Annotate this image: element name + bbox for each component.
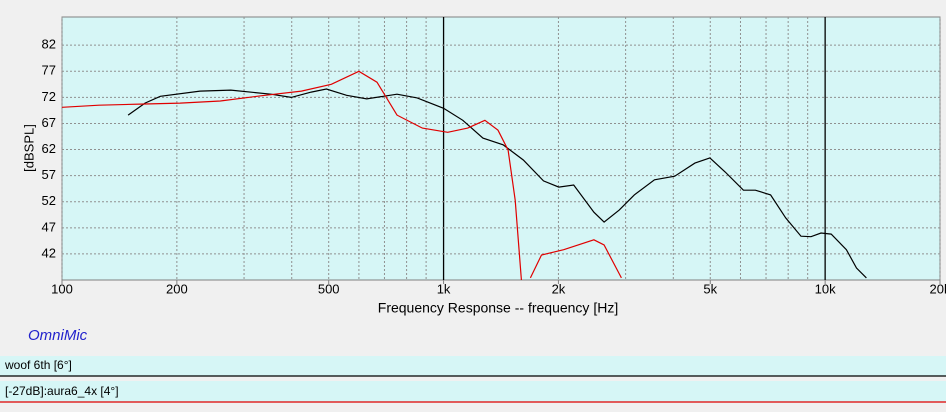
x-tick-label: 1k bbox=[437, 281, 451, 296]
data-line bbox=[62, 70, 622, 280]
x-tick-label: 2k bbox=[552, 281, 566, 296]
y-tick-label: 52 bbox=[42, 193, 56, 208]
y-tick-label: 57 bbox=[42, 167, 56, 182]
y-tick-label: 72 bbox=[42, 89, 56, 104]
legend-label: [-27dB]:aura6_4x [4°] bbox=[5, 384, 119, 398]
y-tick-label: 42 bbox=[42, 245, 56, 260]
y-tick-label: 67 bbox=[42, 115, 56, 130]
y-tick-label: 77 bbox=[42, 63, 56, 78]
y-axis-label: [dBSPL] bbox=[21, 124, 36, 172]
x-axis-label: Frequency Response -- frequency [Hz] bbox=[378, 300, 618, 316]
x-tick-label: 10k bbox=[815, 281, 836, 296]
data-line bbox=[127, 88, 867, 279]
legend-label: woof 6th [6°] bbox=[4, 358, 72, 372]
legend-row bbox=[0, 381, 946, 402]
y-tick-label: 47 bbox=[42, 219, 56, 234]
x-tick-label: 100 bbox=[51, 281, 73, 296]
x-tick-label: 5k bbox=[703, 281, 717, 296]
x-tick-label: 200 bbox=[166, 281, 188, 296]
x-tick-label: 20k bbox=[930, 281, 946, 296]
y-tick-label: 62 bbox=[42, 141, 56, 156]
legend-row bbox=[0, 356, 946, 376]
plot-area bbox=[61, 16, 941, 281]
x-tick-label: 500 bbox=[318, 281, 340, 296]
brand: OmniMic bbox=[28, 327, 88, 344]
y-tick-label: 82 bbox=[42, 37, 56, 52]
